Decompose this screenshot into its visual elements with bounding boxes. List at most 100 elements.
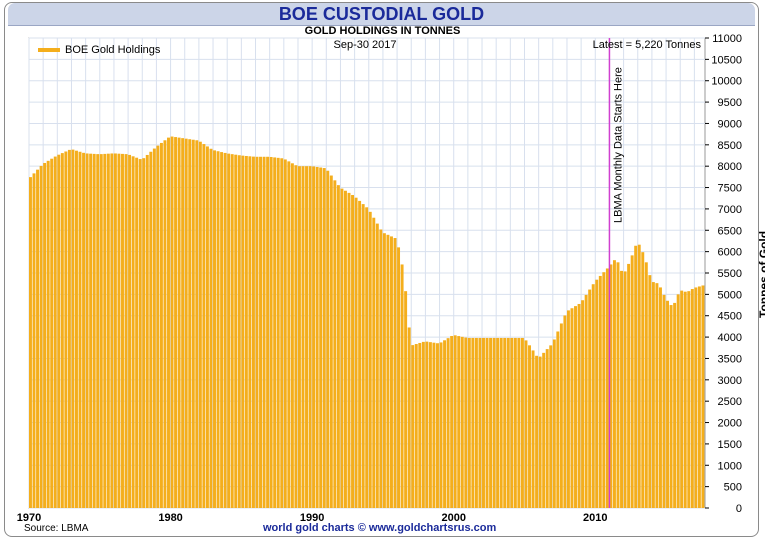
bar	[690, 289, 694, 508]
title-bar: BOE CUSTODIAL GOLD	[8, 3, 755, 26]
bar	[124, 154, 128, 508]
bar	[683, 291, 687, 508]
bar	[542, 352, 546, 508]
x-tick-label: 1980	[158, 512, 182, 524]
legend-swatch	[38, 48, 60, 53]
source-note: Source: LBMA	[24, 523, 89, 534]
bar	[655, 283, 659, 508]
credit-link[interactable]: world gold charts © www.goldchartsrus.co…	[263, 522, 497, 534]
bar	[255, 156, 259, 509]
bar	[588, 289, 592, 508]
bar	[220, 152, 224, 508]
bar	[202, 144, 206, 509]
y-tick-label: 4000	[718, 332, 742, 344]
bar	[305, 166, 309, 508]
bar	[577, 303, 581, 508]
bar	[499, 337, 503, 508]
bar	[347, 192, 351, 509]
bar	[167, 137, 170, 508]
bar	[630, 255, 634, 508]
bar	[605, 268, 609, 508]
bar	[308, 166, 312, 508]
bar	[411, 345, 415, 508]
bar	[361, 204, 365, 508]
bar	[75, 150, 78, 508]
bar	[85, 153, 89, 508]
bar	[439, 342, 443, 508]
bar	[467, 337, 471, 508]
bar	[152, 148, 156, 508]
bar	[418, 342, 422, 508]
bar	[181, 138, 185, 509]
y-tick-label: 10000	[711, 76, 742, 88]
bar	[407, 327, 411, 508]
bar	[117, 153, 121, 509]
bar	[230, 154, 234, 508]
y-tick-label: 2000	[718, 418, 742, 430]
bar	[188, 139, 192, 509]
bar	[71, 149, 75, 508]
bar	[563, 315, 567, 508]
bar	[177, 137, 181, 508]
bar	[195, 140, 199, 508]
bar	[471, 337, 475, 508]
bar	[545, 349, 549, 508]
bar	[680, 290, 684, 508]
bar	[248, 156, 252, 508]
bar	[598, 275, 602, 508]
bar	[379, 229, 383, 508]
bar	[64, 151, 68, 508]
bar	[421, 341, 425, 508]
y-tick-label: 5500	[718, 268, 742, 280]
bar	[623, 271, 627, 508]
bar	[198, 141, 202, 508]
bar	[262, 156, 266, 509]
bar	[39, 165, 43, 508]
bar	[453, 335, 457, 508]
y-tick-label: 7000	[718, 204, 742, 216]
bar	[276, 157, 280, 508]
bar	[602, 272, 606, 508]
bar	[149, 151, 153, 509]
bar	[29, 177, 32, 508]
chart-subtitle: GOLD HOLDINGS IN TONNES	[304, 25, 461, 37]
bar	[648, 275, 652, 508]
bar	[492, 337, 496, 508]
bar	[82, 152, 86, 509]
y-tick-label: 2500	[718, 396, 742, 408]
bar	[400, 264, 404, 508]
bar	[627, 263, 631, 508]
bar	[251, 156, 255, 509]
x-tick-label: 1970	[17, 512, 41, 524]
bar	[145, 154, 149, 508]
bar	[57, 154, 61, 509]
bar	[697, 286, 701, 508]
bar	[566, 310, 570, 508]
bar	[552, 339, 556, 508]
bar	[244, 155, 248, 508]
bar	[662, 294, 666, 508]
bar	[43, 162, 47, 508]
legend: BOE Gold Holdings	[38, 44, 160, 56]
bar	[156, 145, 160, 508]
bar	[450, 336, 454, 508]
bar	[506, 337, 510, 508]
y-tick-label: 0	[736, 503, 742, 515]
bar	[290, 163, 294, 508]
bar	[457, 336, 461, 508]
bar	[53, 156, 57, 508]
y-axis-label: Tonnes of Gold	[757, 230, 765, 318]
bar	[375, 223, 379, 508]
bar	[513, 337, 517, 508]
bar	[528, 345, 531, 508]
bar	[382, 233, 386, 509]
bar	[644, 262, 648, 508]
bar	[397, 247, 401, 508]
bar	[432, 342, 436, 508]
bar	[301, 166, 305, 508]
bar	[478, 337, 482, 508]
bar	[354, 197, 358, 508]
y-tick-label: 7500	[718, 183, 742, 195]
bar	[110, 153, 114, 508]
bar	[89, 153, 93, 509]
